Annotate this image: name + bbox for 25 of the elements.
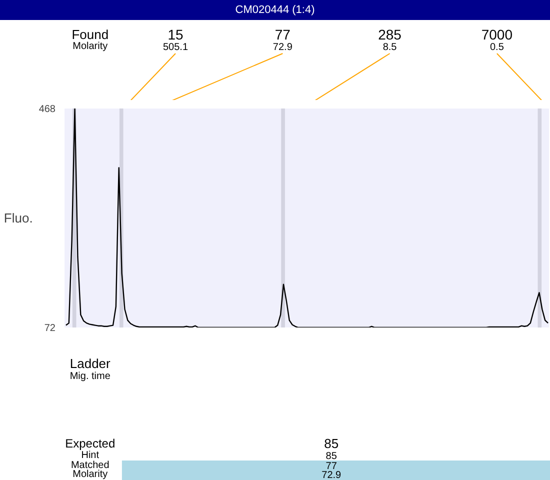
text: Hint <box>81 450 100 461</box>
text: Found <box>72 27 109 42</box>
line-series <box>65 108 549 328</box>
text: 72.9 <box>322 470 342 480</box>
text: Molarity <box>72 469 108 480</box>
text: Ladder <box>70 356 112 371</box>
text: 72.9 <box>272 42 293 53</box>
text: 15 <box>168 26 184 42</box>
y-axis-title: Fluo. <box>4 210 33 226</box>
text: 285 <box>378 26 402 42</box>
text: 77 <box>326 461 338 472</box>
text: Molarity <box>72 41 108 52</box>
text: 77 <box>274 26 291 42</box>
text: Mig. time <box>70 371 111 382</box>
text: Matched <box>70 460 110 471</box>
y-tick-label: 468 <box>38 104 56 115</box>
text: 8.5 <box>382 42 398 53</box>
chart-title: CM020444 (1:4) <box>235 3 315 18</box>
text: 85 <box>326 451 338 462</box>
text: 505.1 <box>162 42 188 53</box>
text: 7000 <box>481 26 513 42</box>
text: 85 <box>324 436 339 451</box>
text: Expected <box>65 436 116 450</box>
text: 0.5 <box>490 42 504 53</box>
y-tick-label: 72 <box>44 323 56 334</box>
